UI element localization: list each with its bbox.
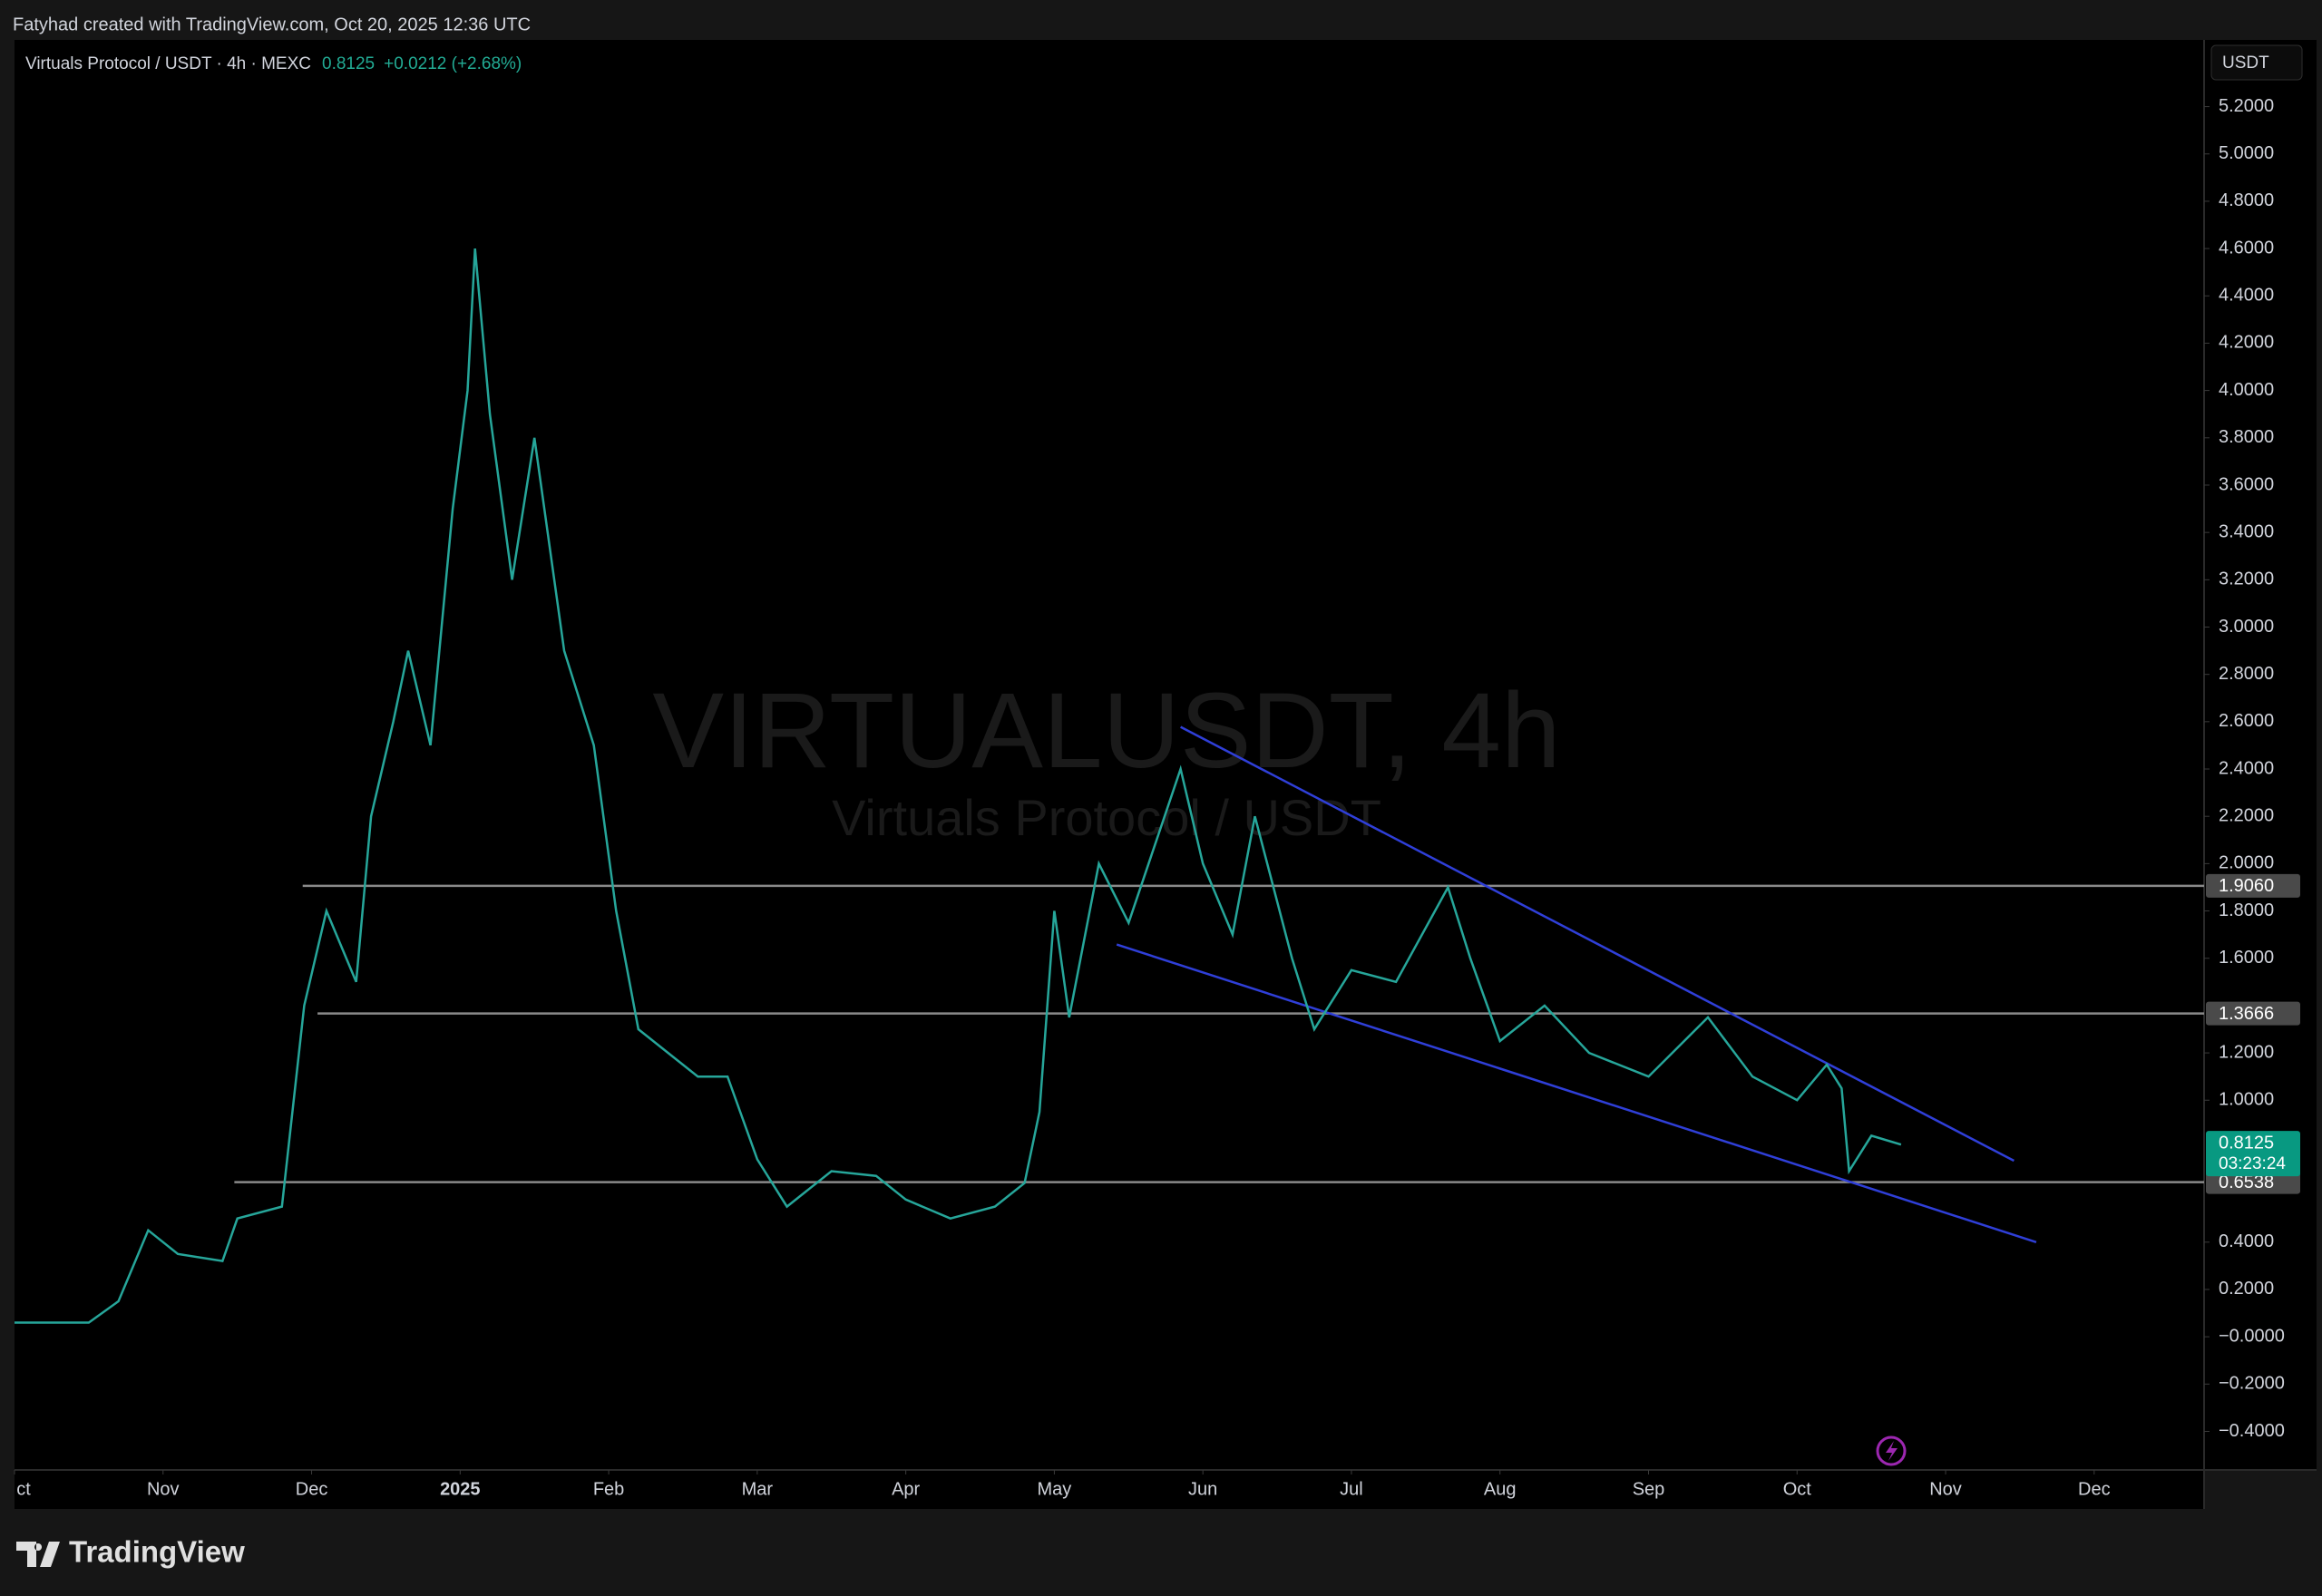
y-tick-label: 3.4000 [2219, 521, 2274, 541]
currency-button-label[interactable]: USDT [2222, 54, 2269, 73]
symbol-title: Virtuals Protocol / USDT · 4h · MEXC [25, 54, 311, 73]
trend-line [1180, 725, 2015, 1163]
last-price-label: 0.8125 [2219, 1133, 2274, 1153]
level-price-box [2206, 1001, 2300, 1026]
y-tick-label: 5.2000 [2219, 96, 2274, 116]
y-tick-label: 1.2000 [2219, 1042, 2274, 1062]
x-tick-label: Dec [296, 1479, 328, 1499]
y-tick-label: −0.0000 [2219, 1326, 2285, 1346]
x-tick-label: May [1038, 1479, 1072, 1499]
level-price-label: 1.9060 [2219, 876, 2274, 896]
watermark-subtitle: Virtuals Protocol / USDT [832, 789, 1381, 846]
y-tick-label: 2.2000 [2219, 805, 2274, 825]
y-tick-label: 1.8000 [2219, 900, 2274, 920]
y-tick-label: 3.2000 [2219, 569, 2274, 589]
countdown-label: 03:23:24 [2219, 1154, 2286, 1173]
x-tick-label: 2025 [440, 1479, 481, 1499]
y-tick-label: 3.8000 [2219, 427, 2274, 447]
time-scale [15, 1470, 2204, 1509]
x-tick-label: Nov [1929, 1479, 1962, 1499]
y-tick-label: 4.8000 [2219, 190, 2274, 210]
y-tick-label: 0.2000 [2219, 1279, 2274, 1299]
x-tick-label: Jun [1188, 1479, 1217, 1499]
alert-icon[interactable] [1876, 1435, 1907, 1466]
y-tick-label: 2.6000 [2219, 711, 2274, 731]
symbol-legend: Virtuals Protocol / USDT · 4h · MEXC 0.8… [25, 54, 522, 73]
x-tick-label: Apr [892, 1479, 920, 1499]
x-tick-label: Nov [147, 1479, 180, 1499]
watermark: VIRTUALUSDT, 4h Virtuals Protocol / USDT [652, 671, 1560, 846]
y-tick-label: 4.2000 [2219, 333, 2274, 353]
x-tick-label: Sep [1633, 1479, 1665, 1499]
x-tick-label: ct [16, 1479, 31, 1499]
y-tick-label: 2.4000 [2219, 758, 2274, 778]
y-tick-label: −0.4000 [2219, 1421, 2285, 1441]
y-tick-label: 3.0000 [2219, 617, 2274, 637]
level-price-label: 1.3666 [2219, 1004, 2274, 1024]
y-tick-label: 2.8000 [2219, 664, 2274, 684]
y-tick-label: 1.6000 [2219, 948, 2274, 968]
y-tick-label: 2.0000 [2219, 853, 2274, 873]
level-price-label: 0.6538 [2219, 1173, 2274, 1192]
price-line [15, 248, 1902, 1324]
y-tick-label: 4.6000 [2219, 238, 2274, 258]
alert-bolt [1886, 1441, 1898, 1461]
y-tick-label: 5.0000 [2219, 143, 2274, 163]
x-tick-label: Aug [1484, 1479, 1517, 1499]
y-tick-label: −0.2000 [2219, 1374, 2285, 1394]
x-tick-label: Oct [1783, 1479, 1812, 1499]
y-tick-label: 4.0000 [2219, 380, 2274, 400]
plot-area [15, 40, 2204, 1470]
y-tick-label: 1.0000 [2219, 1090, 2274, 1110]
logo-mark [16, 1542, 60, 1567]
x-tick-label: Mar [742, 1479, 774, 1499]
watermark-symbol: VIRTUALUSDT, 4h [652, 671, 1560, 791]
attribution: Fatyhad created with TradingView.com, Oc… [13, 15, 531, 34]
x-tick-label: Dec [2078, 1479, 2111, 1499]
price-scale [2204, 40, 2317, 1470]
level-price-box [2206, 873, 2300, 898]
logo-text: TradingView [69, 1535, 245, 1569]
y-tick-label: 3.6000 [2219, 474, 2274, 494]
x-tick-label: Feb [593, 1479, 624, 1499]
y-tick-label: 0.4000 [2219, 1231, 2274, 1251]
logo: TradingView [16, 1535, 245, 1569]
last-price-box [2206, 1131, 2300, 1177]
chart-layer: 5.2000 5.0000 4.8000 4.6000 4.4000 4.2000 4.00… [14, 96, 2300, 1499]
trend-line [1116, 943, 2037, 1243]
x-tick-label: Jul [1340, 1479, 1363, 1499]
currency-button[interactable] [2210, 44, 2303, 81]
price-change: +0.0212 (+2.68%) [384, 54, 522, 73]
y-tick-label: 4.4000 [2219, 286, 2274, 306]
last-price: 0.8125 [322, 54, 375, 73]
